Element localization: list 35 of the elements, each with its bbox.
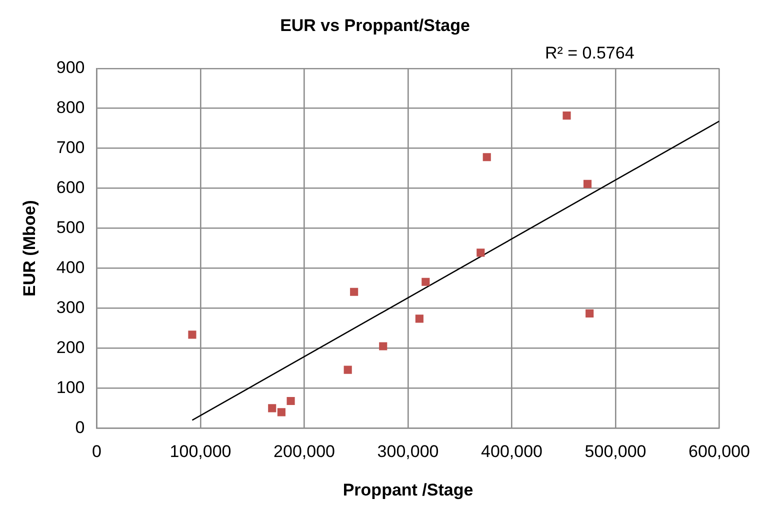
x-tick-label: 200,000 xyxy=(274,442,335,462)
y-tick-label: 900 xyxy=(56,58,85,78)
y-tick-label: 200 xyxy=(56,338,85,357)
point xyxy=(415,314,424,323)
y-tick-label: 400 xyxy=(56,258,85,277)
y-tick-label: 500 xyxy=(56,218,85,237)
x-tick-label: 400,000 xyxy=(481,442,542,462)
chart-title: EUR vs Proppant/Stage xyxy=(280,16,470,35)
x-tick-label: 300,000 xyxy=(377,442,439,462)
y-tick-label: 600 xyxy=(56,178,85,198)
y-tick-label: 300 xyxy=(56,298,85,317)
point xyxy=(562,112,571,120)
y-tick-label: 800 xyxy=(56,98,85,118)
point xyxy=(422,278,430,286)
point xyxy=(344,366,352,374)
y-tick-label: 100 xyxy=(56,378,85,397)
x-axis-title: Proppant /Stage xyxy=(342,480,474,500)
x-tick-label: 100,000 xyxy=(170,442,232,462)
point xyxy=(188,330,196,339)
text: R² = 0.5764 xyxy=(544,44,634,63)
point xyxy=(268,404,276,412)
point xyxy=(482,153,491,162)
x-tick-label: 0 xyxy=(92,442,102,462)
point xyxy=(350,288,358,296)
y-tick-label: 0 xyxy=(75,418,85,437)
point xyxy=(379,342,388,350)
y-tick-label: 700 xyxy=(56,138,85,158)
x-tick-label: 600,000 xyxy=(688,442,750,462)
point xyxy=(586,309,594,318)
point xyxy=(286,396,295,406)
y-axis-title: EUR (Mboe) xyxy=(20,200,39,296)
x-tick-label: 500,000 xyxy=(584,442,646,462)
point xyxy=(277,408,286,416)
point xyxy=(583,180,592,188)
point xyxy=(476,248,485,257)
